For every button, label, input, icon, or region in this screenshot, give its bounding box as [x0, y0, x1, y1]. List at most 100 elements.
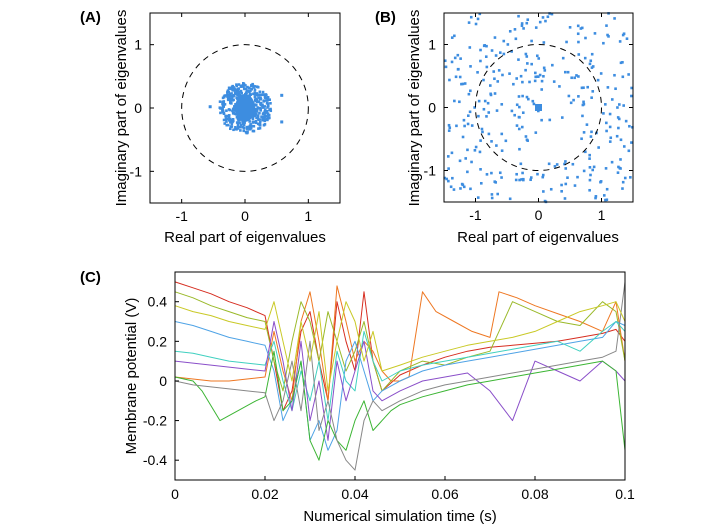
panel-a-eigenvalue-point — [221, 110, 225, 114]
panel-b-eigenvalue-point — [521, 111, 525, 115]
panel-b-eigenvalue-point — [500, 132, 504, 136]
panel-b-eigenvalue-point — [479, 168, 482, 171]
panel-b-eigenvalue-point — [575, 74, 578, 77]
panel-a-eigenvalue-point — [261, 118, 264, 122]
panel-a-eigenvalue-point — [230, 125, 234, 128]
panel-a-eigenvalue-point — [265, 109, 269, 113]
panel-b-eigenvalue-point — [514, 178, 518, 182]
panel-a-eigenvalue-point — [222, 112, 226, 116]
panel-b-eigenvalue-point — [483, 99, 487, 103]
panel-b-eigenvalue-point — [608, 112, 612, 116]
panel-a-eigenvalue-point — [235, 90, 239, 94]
panel-b-eigenvalue-point — [605, 121, 608, 125]
panel-b-eigenvalue-point — [576, 24, 580, 28]
panel-a-eigenvalue-point — [268, 116, 271, 120]
panel-a-eigenvalue-point — [227, 94, 230, 97]
panel-b-eigenvalue-point — [544, 19, 547, 23]
panel-c-label: (C) — [80, 269, 101, 286]
panel-c-ytick-label: -0.4 — [143, 452, 167, 468]
panel-b-eigenvalue-point — [616, 106, 619, 109]
panel-a-eigenvalue-point — [246, 85, 249, 89]
panel-b-eigenvalue-point — [500, 103, 504, 106]
panel-a-eigenvalue-point — [253, 113, 257, 117]
panel-b-eigenvalue-point — [459, 187, 462, 190]
panel-b-eigenvalue-point — [463, 124, 466, 128]
panel-b-eigenvalue-point — [515, 172, 518, 176]
panel-a-eigenvalue-point — [231, 120, 234, 124]
panel-a-eigenvalue-point — [262, 117, 266, 121]
panel-b-eigenvalue-point — [576, 175, 579, 179]
panel-a-eigenvalue-point — [257, 96, 260, 99]
panel-a-eigenvalue-point — [253, 103, 257, 106]
panel-b-eigenvalue-point — [520, 178, 523, 181]
panel-a-eigenvalue-point — [233, 105, 236, 108]
panel-b-eigenvalue-point — [501, 73, 504, 77]
panel-b-eigenvalue-point — [518, 147, 521, 151]
panel-a-eigenvalue-point — [265, 99, 268, 102]
panel-a-eigenvalue-point — [268, 108, 271, 111]
panel-b-eigenvalue-point — [628, 124, 631, 128]
panel-a-eigenvalue-point — [251, 121, 255, 124]
panel-b-eigenvalue-point — [577, 40, 580, 44]
panel-b: (B) -1 0 1 -1 0 1 Real part of eigenvalues Im… — [375, 9, 634, 246]
panel-a-eigenvalue-point — [237, 121, 241, 125]
panel-a-eigenvalue-point — [254, 99, 258, 102]
panel-b-eigenvalue-point — [461, 82, 465, 86]
panel-a-eigenvalue-point — [238, 118, 241, 122]
panel-a-eigenvalue-point — [263, 119, 267, 123]
panel-b-eigenvalue-point — [619, 158, 622, 161]
panel-b-eigenvalue-point — [448, 78, 451, 82]
panel-c-series-line — [174, 291, 626, 392]
panel-a-eigenvalue-point — [225, 94, 229, 97]
panel-a-eigenvalue-point — [268, 98, 271, 101]
panel-b-eigenvalue-point — [450, 60, 454, 64]
panel-a-eigenvalue-point — [242, 129, 246, 133]
panel-a-eigenvalue-point — [248, 120, 251, 123]
panel-b-eigenvalue-point — [496, 192, 499, 196]
panel-a-eigenvalue-point — [262, 99, 266, 102]
panel-a-eigenvalue-point — [231, 109, 234, 113]
panel-a-eigenvalue-point — [250, 124, 253, 128]
panel-a-eigenvalue-point — [280, 93, 284, 97]
panel-b-eigenvalue-point — [462, 185, 466, 189]
panel-b-eigenvalue-point — [580, 86, 584, 90]
panel-b-eigenvalue-point — [535, 104, 542, 111]
panel-b-eigenvalue-point — [458, 159, 462, 163]
panel-a-eigenvalue-point — [250, 83, 253, 87]
panel-b-eigenvalue-point — [625, 37, 629, 41]
panel-b-eigenvalue-point — [526, 62, 529, 65]
panel-b-eigenvalue-point — [484, 55, 488, 58]
panel-b-eigenvalue-point — [605, 187, 609, 191]
panel-b-eigenvalue-point — [466, 148, 469, 152]
panel-b-eigenvalue-point — [525, 55, 529, 58]
panel-a-eigenvalue-point — [221, 106, 224, 110]
panel-b-eigenvalue-point — [518, 105, 521, 109]
panel-c-series-line — [174, 321, 626, 441]
panel-b-eigenvalue-point — [448, 126, 452, 130]
panel-a-eigenvalue-point — [225, 109, 228, 112]
panel-c-ytick-label: 0.4 — [148, 294, 168, 310]
panel-b-eigenvalue-point — [512, 82, 515, 86]
panel-a-eigenvalue-point — [233, 89, 237, 92]
panel-b-eigenvalue-point — [495, 109, 499, 112]
panel-b-eigenvalue-point — [590, 96, 593, 99]
panel-b-eigenvalue-point — [489, 92, 492, 96]
panel-a-ylabel: Imaginary part of eigenvalues — [113, 10, 130, 207]
panel-c-frame — [174, 271, 626, 481]
panel-a-eigenvalue-point — [238, 125, 242, 129]
panel-b-eigenvalue-point — [447, 123, 451, 127]
panel-a-eigenvalue-point — [225, 117, 229, 121]
panel-b-eigenvalue-point — [508, 72, 511, 75]
panel-a-eigenvalue-point — [263, 108, 267, 111]
panel-a-eigenvalue-point — [229, 120, 232, 124]
panel-a-eigenvalue-point — [235, 83, 238, 86]
panel-a-eigenvalue-point — [245, 127, 249, 130]
panel-a-eigenvalue-point — [230, 92, 233, 95]
panel-b-eigenvalue-point — [541, 16, 545, 19]
panel-a-eigenvalue-point — [246, 130, 249, 133]
panel-b-eigenvalue-point — [605, 198, 609, 202]
panel-b-eigenvalue-point — [502, 39, 506, 43]
panel-b-eigenvalue-point — [588, 166, 592, 169]
panel-a-eigenvalue-point — [231, 117, 235, 121]
panel-a-eigenvalue-point — [257, 127, 260, 130]
